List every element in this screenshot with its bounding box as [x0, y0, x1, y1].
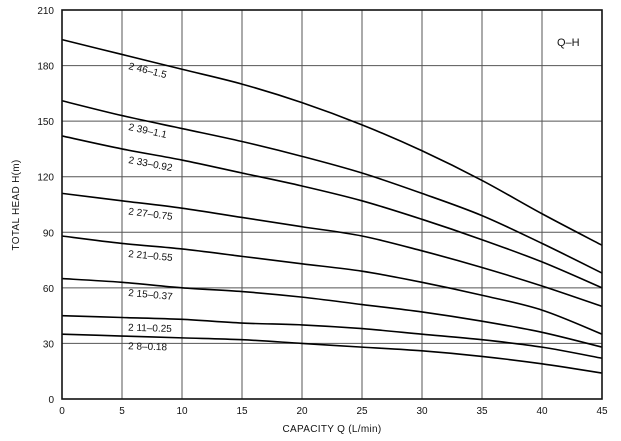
series-label: 2 27–0.75 [128, 207, 174, 223]
x-tick-labels: 0 5 10 15 20 25 30 35 40 45 [59, 406, 608, 417]
series-label: 2 8–0.18 [128, 341, 168, 353]
series-line [61, 333, 603, 374]
y-tick-labels: 0 30 60 90 120 150 180 210 [37, 6, 54, 406]
plot-frame [61, 9, 603, 400]
series-line [61, 314, 603, 360]
x-axis-title: CAPACITY Q (L/min) [283, 424, 382, 435]
series-line [61, 99, 603, 274]
series-label: 2 21–0.55 [128, 249, 174, 264]
x-tick-label: 10 [176, 406, 188, 417]
x-tick-label: 30 [416, 406, 428, 417]
series-line [61, 38, 603, 246]
series-line [61, 192, 603, 308]
series-line [61, 235, 603, 335]
curves [61, 38, 603, 374]
x-tick-label: 0 [59, 406, 65, 417]
y-tick-label: 180 [37, 62, 54, 73]
y-axis-title: TOTAL HEAD H(m) [11, 160, 22, 251]
x-tick-label: 35 [476, 406, 488, 417]
y-tick-label: 0 [48, 395, 54, 406]
x-tick-label: 40 [536, 406, 548, 417]
series-label: 2 33–0.92 [127, 155, 173, 174]
y-tick-label: 150 [37, 117, 54, 128]
x-tick-label: 15 [236, 406, 248, 417]
series-line [61, 277, 603, 348]
grid [62, 10, 602, 399]
y-tick-label: 90 [43, 228, 55, 239]
chart-title: Q–H [557, 37, 580, 49]
series-label: 2 15–0.37 [128, 288, 174, 303]
series-label: 2 11–0.25 [128, 323, 173, 335]
y-tick-label: 210 [37, 6, 54, 17]
x-tick-label: 45 [596, 406, 608, 417]
series-line [61, 135, 603, 289]
x-tick-label: 20 [296, 406, 308, 417]
y-tick-label: 60 [43, 284, 55, 295]
curve-labels: 2 46–1.52 39–1.12 33–0.922 27–0.752 21–0… [127, 61, 173, 353]
x-tick-label: 5 [119, 406, 125, 417]
x-tick-label: 25 [356, 406, 368, 417]
y-tick-label: 30 [43, 339, 55, 350]
y-tick-label: 120 [37, 173, 54, 184]
